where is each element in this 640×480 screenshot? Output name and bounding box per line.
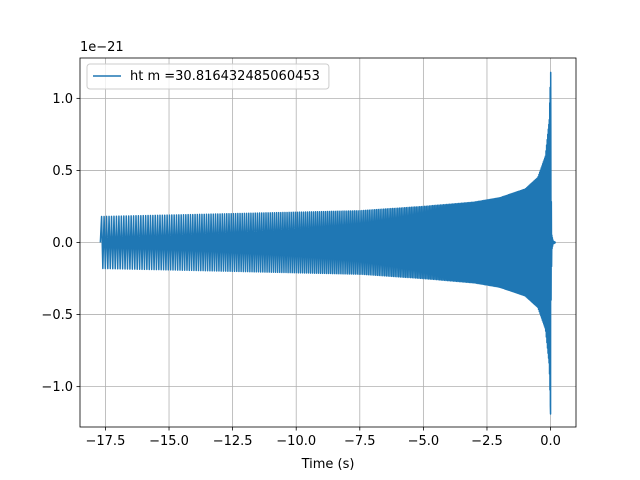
legend: ht m =30.816432485060453 [86, 63, 330, 90]
x-tick-label: −17.5 [86, 434, 126, 449]
y-axis-ticks: −1.0 −0.5 0.0 0.5 1.0 [41, 92, 80, 395]
y-offset-label: 1e−21 [80, 40, 124, 55]
y-tick-label: 1.0 [52, 92, 73, 107]
legend-label: ht m =30.816432485060453 [130, 69, 320, 84]
x-tick-label: −7.5 [344, 434, 376, 449]
x-axis-label: Time (s) [301, 457, 355, 472]
x-tick-label: −5.0 [408, 434, 440, 449]
x-tick-label: −2.5 [471, 434, 503, 449]
y-tick-label: −1.0 [41, 380, 73, 395]
y-tick-label: −0.5 [41, 308, 73, 323]
x-tick-label: −15.0 [149, 434, 189, 449]
x-axis-ticks: −17.5 −15.0 −12.5 −10.0 −7.5 −5.0 −2.5 0.0 [86, 427, 561, 449]
y-tick-label: 0.0 [52, 236, 73, 251]
x-tick-label: 0.0 [540, 434, 561, 449]
legend-box [86, 63, 330, 90]
y-tick-label: 0.5 [52, 164, 73, 179]
waveform-line [99, 71, 557, 415]
x-tick-label: −10.0 [276, 434, 316, 449]
series-layer [99, 71, 557, 415]
x-tick-label: −12.5 [213, 434, 253, 449]
